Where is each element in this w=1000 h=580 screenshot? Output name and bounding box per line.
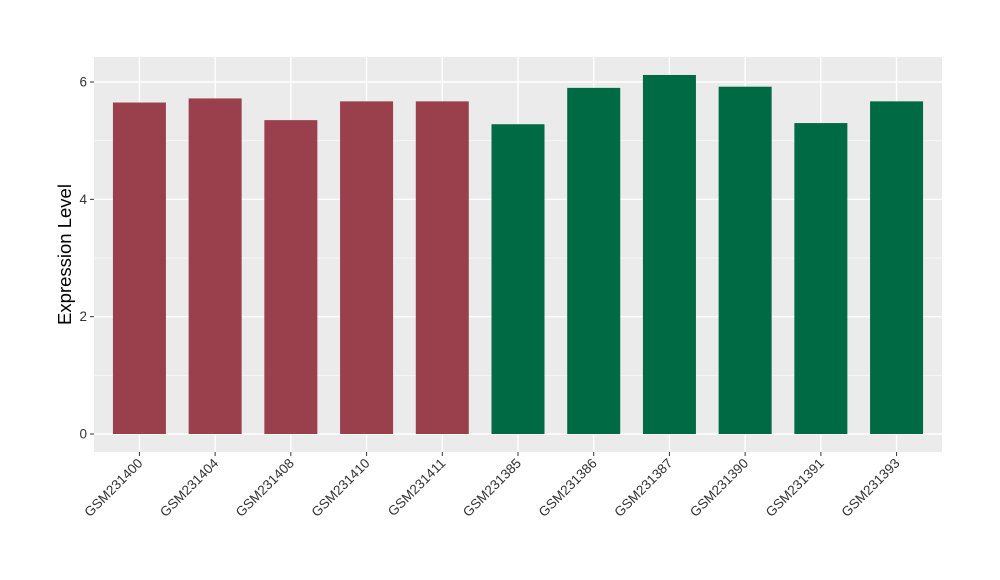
x-tick-label: GSM231400 [81,456,145,520]
x-tick-label: GSM231408 [233,456,297,520]
x-tick-label: GSM231411 [385,456,449,520]
x-tick-label: GSM231385 [460,456,524,520]
x-tick-label: GSM231393 [838,456,902,520]
bars [112,74,924,435]
y-tick-label: 0 [79,427,87,442]
bar [491,124,545,435]
bar [340,101,394,435]
bar [188,98,242,434]
y-axis-title: Expression Level [54,184,75,325]
x-tick-label: GSM231410 [308,456,372,520]
bar [264,120,318,434]
bar [794,123,848,435]
y-tick-label: 6 [79,75,87,90]
x-tick-label: GSM231387 [611,456,675,520]
x-tick-label: GSM231390 [687,456,751,520]
bar [718,86,772,435]
bar [870,101,924,435]
x-tick-label: GSM231386 [536,456,600,520]
bar [642,74,696,435]
x-tick-label: GSM231404 [157,455,222,520]
x-tick-label: GSM231391 [763,456,827,520]
bar [415,101,469,435]
y-axis-ticks: 0 2 4 6 [79,75,94,442]
x-axis-ticks: GSM231400 GSM231404 GSM231408 GSM231410 GSM2… [81,452,903,520]
y-tick-label: 4 [79,192,87,207]
bar [567,87,621,434]
bar [112,102,166,435]
y-tick-label: 2 [79,309,87,324]
